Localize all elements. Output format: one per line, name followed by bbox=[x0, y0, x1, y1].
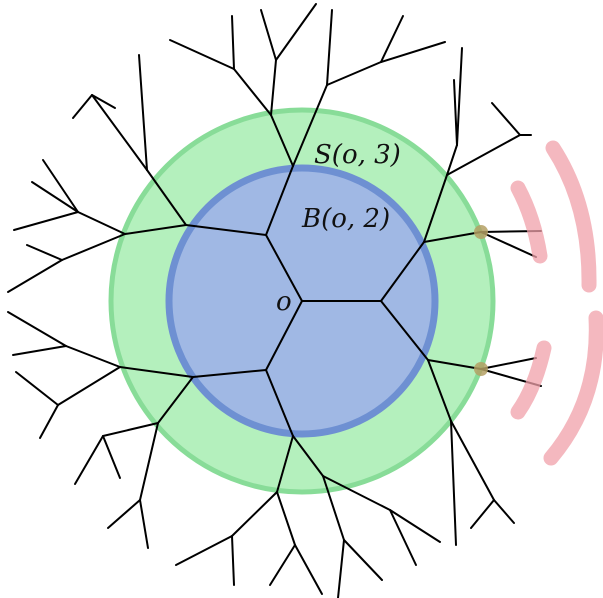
tree-edge bbox=[380, 15, 404, 63]
tree-edge bbox=[192, 369, 267, 378]
tree-edge bbox=[423, 174, 448, 243]
tree-edge bbox=[13, 211, 79, 231]
tree-edge bbox=[91, 94, 148, 171]
tree-edge bbox=[480, 231, 537, 258]
tree-edge bbox=[146, 169, 187, 226]
tree-edge bbox=[453, 79, 458, 146]
tree-edge bbox=[102, 435, 121, 479]
tree-edge bbox=[39, 404, 59, 439]
origin-label: o bbox=[276, 287, 292, 317]
tree-edge bbox=[322, 475, 391, 511]
tree-edge bbox=[450, 420, 457, 546]
tree-edge bbox=[294, 544, 323, 595]
tree-edge bbox=[61, 233, 126, 261]
tree-edge bbox=[389, 509, 417, 566]
tree-edge bbox=[265, 165, 294, 236]
tree-edge bbox=[77, 211, 126, 235]
tree-edge bbox=[276, 491, 296, 546]
tree-edge bbox=[292, 435, 324, 477]
tree-edge bbox=[102, 422, 159, 437]
tree-edges bbox=[7, 3, 542, 598]
tree-edge bbox=[231, 15, 235, 70]
tree-edge bbox=[265, 369, 294, 437]
tree-edge bbox=[343, 539, 383, 581]
tree-edge bbox=[169, 39, 235, 70]
tree-edge bbox=[446, 134, 521, 176]
tree-edge bbox=[491, 102, 521, 136]
tree-edge bbox=[275, 3, 317, 61]
tree-edge bbox=[380, 300, 429, 361]
tree-edge bbox=[260, 9, 277, 61]
highlight-arc bbox=[510, 180, 548, 264]
tree-edge bbox=[450, 420, 495, 501]
tree-edge bbox=[380, 41, 446, 63]
tree-edge bbox=[124, 224, 187, 235]
tree-edge bbox=[15, 371, 59, 406]
tree-edge bbox=[231, 491, 278, 537]
tree-edge bbox=[42, 159, 79, 213]
tree-edge bbox=[470, 499, 495, 529]
tree-edge bbox=[423, 231, 482, 243]
tree-edge bbox=[480, 357, 537, 370]
highlight-arc bbox=[545, 140, 597, 293]
tree-edge bbox=[493, 499, 515, 524]
tree-edge bbox=[456, 47, 463, 146]
sphere-label: S(o, 3) bbox=[314, 140, 401, 170]
highlight-arc bbox=[510, 340, 552, 420]
tree-edge bbox=[326, 61, 382, 86]
tree-edge bbox=[74, 435, 104, 485]
tree-edge bbox=[270, 59, 277, 116]
tree-edge bbox=[265, 300, 303, 371]
tree-edge bbox=[269, 544, 296, 586]
tree-edge bbox=[31, 181, 79, 213]
tree-edge bbox=[322, 475, 345, 541]
tree-edge bbox=[389, 509, 441, 543]
junction-dot bbox=[474, 225, 488, 239]
tree-edge bbox=[265, 234, 303, 302]
tree-edge bbox=[427, 359, 452, 422]
junction-dot bbox=[474, 362, 488, 376]
tree-edge bbox=[270, 114, 294, 167]
tree-edge bbox=[7, 311, 67, 347]
tree-edge bbox=[12, 345, 67, 356]
tree-edge bbox=[233, 68, 272, 116]
tree-edge bbox=[119, 366, 194, 378]
tree-edge bbox=[185, 224, 267, 236]
tree-edge bbox=[107, 499, 141, 529]
tree-edge bbox=[175, 535, 233, 566]
tree-edge bbox=[65, 345, 121, 368]
ball-label: B(o, 2) bbox=[302, 204, 391, 234]
tree-edge bbox=[139, 499, 149, 549]
tree-edge bbox=[427, 359, 482, 370]
highlight-arc bbox=[543, 310, 603, 466]
tree-edge bbox=[292, 84, 328, 167]
tree-edge bbox=[26, 244, 63, 261]
tree-edge bbox=[139, 422, 159, 501]
tree-edge bbox=[380, 241, 425, 302]
tree-edge bbox=[72, 94, 93, 119]
tree-edge bbox=[276, 435, 294, 493]
tree-edge bbox=[91, 94, 116, 109]
junction-markers bbox=[474, 225, 488, 376]
tree-edge bbox=[337, 539, 345, 598]
tree-edge bbox=[231, 535, 235, 586]
tree-edge bbox=[7, 259, 63, 293]
tree-edge bbox=[326, 9, 333, 86]
tree-edge bbox=[157, 376, 194, 424]
tree-edge bbox=[57, 366, 121, 406]
tree-edge bbox=[138, 54, 148, 171]
tree-edge bbox=[446, 144, 458, 176]
highlighted-branches bbox=[510, 140, 603, 466]
